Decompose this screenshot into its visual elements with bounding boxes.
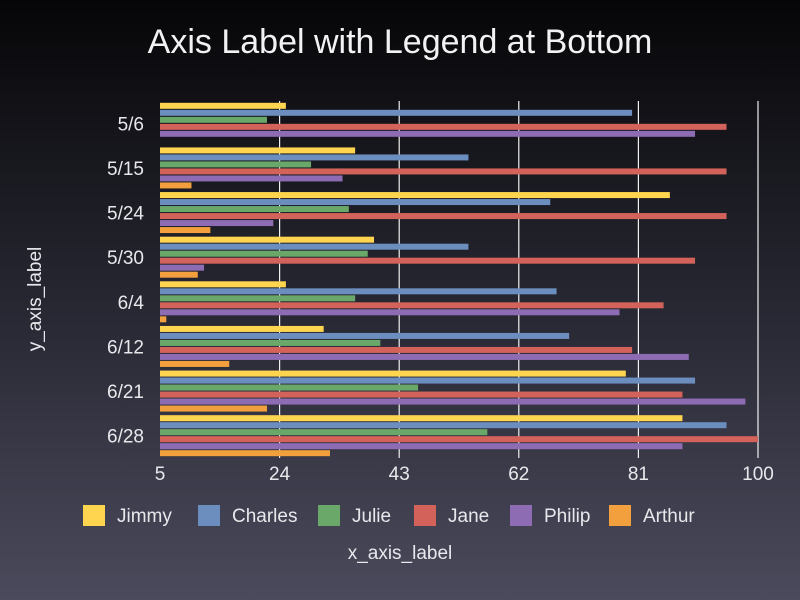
bar-julie-8 <box>160 429 488 436</box>
legend-label-arthur: Arthur <box>643 506 695 527</box>
bar-jimmy-8 <box>160 415 683 422</box>
bar-philip-6 <box>160 353 689 360</box>
bar-jane-6 <box>160 346 633 353</box>
y-tick-label: 6/4 <box>118 293 145 314</box>
bar-jimmy-7 <box>160 370 626 377</box>
bar-arthur-4 <box>160 271 198 278</box>
x-tick-label: 81 <box>628 464 649 485</box>
bar-jane-8 <box>160 436 758 443</box>
y-axis-label: y_axis_label <box>25 247 46 352</box>
y-tick-label: 5/6 <box>118 114 144 135</box>
bar-charles-3 <box>160 199 551 206</box>
bar-charles-7 <box>160 377 696 384</box>
bar-jane-2 <box>160 168 727 175</box>
bar-arthur-8 <box>160 450 330 457</box>
legend-swatch-arthur <box>609 505 631 526</box>
x-axis-label: x_axis_label <box>348 543 453 564</box>
y-tick-label: 5/15 <box>107 159 144 180</box>
legend: Jimmy Charles Julie Jane Philip Arthur <box>83 505 695 527</box>
bar-jane-3 <box>160 213 727 220</box>
bar-julie-4 <box>160 250 368 257</box>
bar-philip-8 <box>160 443 683 450</box>
bar-charles-5 <box>160 288 557 295</box>
y-axis-ticks: 5/6 5/15 5/24 5/30 6/4 6/12 6/21 6/28 <box>107 114 144 447</box>
bar-charles-2 <box>160 154 469 161</box>
x-axis-ticks: 5 24 43 62 81 100 <box>155 464 774 485</box>
legend-label-jane: Jane <box>448 506 489 527</box>
bar-philip-1 <box>160 130 696 137</box>
x-tick-label: 100 <box>742 464 774 485</box>
legend-label-jimmy: Jimmy <box>117 506 172 527</box>
y-tick-label: 5/24 <box>107 204 144 225</box>
bar-philip-7 <box>160 398 746 405</box>
bar-jimmy-5 <box>160 281 286 288</box>
bar-jimmy-1 <box>160 102 286 109</box>
legend-swatch-jane <box>414 505 436 526</box>
legend-swatch-julie <box>318 505 340 526</box>
bar-arthur-3 <box>160 227 211 234</box>
legend-swatch-charles <box>198 505 220 526</box>
bar-charles-4 <box>160 243 469 250</box>
bar-philip-3 <box>160 220 274 227</box>
bar-jane-7 <box>160 391 683 398</box>
chart-title: Axis Label with Legend at Bottom <box>148 23 653 61</box>
bar-jimmy-6 <box>160 325 324 332</box>
legend-label-julie: Julie <box>352 506 391 527</box>
x-tick-label: 62 <box>508 464 529 485</box>
bar-jane-4 <box>160 257 696 264</box>
bar-jimmy-4 <box>160 236 375 243</box>
bar-jimmy-3 <box>160 192 670 199</box>
bar-philip-5 <box>160 309 620 316</box>
bar-julie-2 <box>160 161 312 168</box>
bar-julie-6 <box>160 339 381 346</box>
bar-arthur-5 <box>160 316 167 323</box>
bar-philip-4 <box>160 264 205 271</box>
bar-philip-2 <box>160 175 343 182</box>
bars <box>160 102 758 457</box>
legend-label-philip: Philip <box>544 506 590 527</box>
bar-julie-3 <box>160 206 349 213</box>
y-tick-label: 5/30 <box>107 248 144 269</box>
bar-julie-5 <box>160 295 356 302</box>
grid <box>279 101 759 458</box>
y-tick-label: 6/12 <box>107 337 144 358</box>
y-tick-label: 6/28 <box>107 427 144 448</box>
bar-julie-1 <box>160 116 268 123</box>
bar-jane-1 <box>160 123 727 130</box>
x-tick-label: 5 <box>155 464 166 485</box>
bar-jimmy-2 <box>160 147 356 154</box>
legend-swatch-philip <box>510 505 532 526</box>
bar-charles-1 <box>160 109 633 116</box>
bar-arthur-6 <box>160 360 230 367</box>
legend-label-charles: Charles <box>232 506 297 527</box>
bar-charles-8 <box>160 422 727 429</box>
legend-swatch-jimmy <box>83 505 105 526</box>
bar-arthur-7 <box>160 405 268 412</box>
bar-arthur-2 <box>160 182 192 189</box>
bar-charles-6 <box>160 332 570 339</box>
y-tick-label: 6/21 <box>107 382 144 403</box>
x-tick-label: 43 <box>389 464 410 485</box>
bar-julie-7 <box>160 384 419 391</box>
bar-jane-5 <box>160 302 664 309</box>
x-tick-label: 24 <box>269 464 291 485</box>
